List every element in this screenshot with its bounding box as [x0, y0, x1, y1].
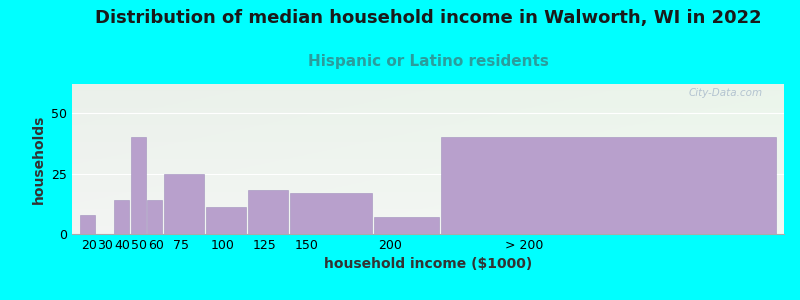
Bar — [130, 137, 146, 234]
Text: Hispanic or Latino residents: Hispanic or Latino residents — [307, 54, 549, 69]
Bar — [206, 207, 246, 234]
Bar — [290, 193, 372, 234]
Bar — [248, 190, 288, 234]
Bar — [80, 214, 95, 234]
Y-axis label: households: households — [31, 114, 46, 204]
Bar — [164, 173, 204, 234]
Bar — [441, 137, 776, 234]
Bar — [374, 217, 439, 234]
X-axis label: household income ($1000): household income ($1000) — [324, 257, 532, 272]
Bar — [114, 200, 129, 234]
Text: City-Data.com: City-Data.com — [689, 88, 762, 98]
Bar — [147, 200, 162, 234]
Text: Distribution of median household income in Walworth, WI in 2022: Distribution of median household income … — [94, 9, 762, 27]
